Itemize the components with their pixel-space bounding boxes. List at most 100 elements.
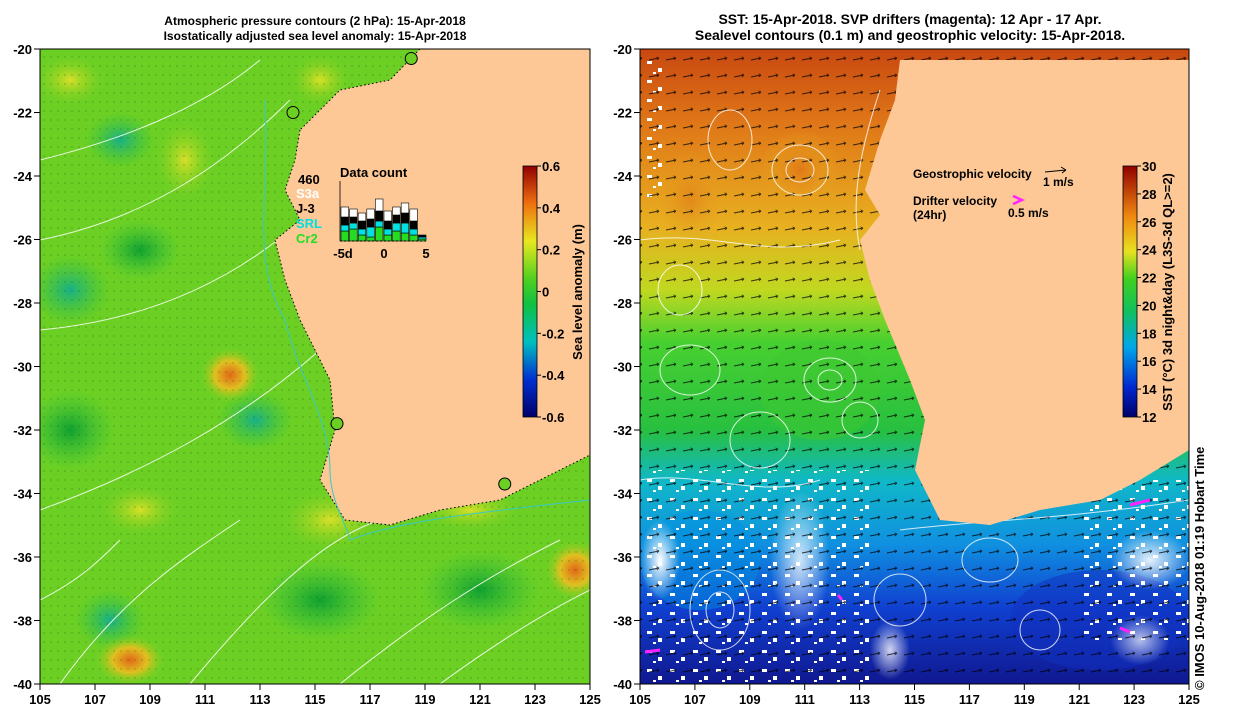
y-tick-label: -32 [13, 423, 32, 438]
x-tick-label: 111 [795, 692, 815, 707]
x-tick-label: 117 [360, 692, 381, 707]
y-tick-label: -34 [13, 487, 33, 502]
colorbar-tick-label: -0.6 [542, 410, 564, 425]
velocity-legend: Geostrophic velocity 1 m/s Drifter veloc… [913, 166, 1074, 222]
x-tick-label: 107 [84, 692, 106, 707]
left-title-line2: Isostatically adjusted sea level anomaly… [163, 29, 467, 43]
sea-level-anomaly-map[interactable] [25, 49, 605, 685]
colorbar-tick-label: 12 [1142, 410, 1156, 425]
y-tick-label: -26 [613, 233, 632, 248]
data-count-bar [383, 210, 392, 222]
y-tick-label: -20 [13, 42, 32, 57]
sla-colorbar-label: Sea level anomaly (m) [570, 224, 585, 360]
data-count-bar [366, 218, 375, 228]
colorbar-tick-label: 30 [1142, 159, 1156, 174]
data-count-bar [383, 220, 392, 230]
mission-label: J-3 [296, 201, 315, 216]
data-count-bar [357, 212, 367, 222]
data-count-bar [400, 232, 410, 242]
australia-land [860, 60, 1189, 525]
drifter-track [836, 594, 844, 601]
tide-gauge-markers [286, 52, 512, 491]
x-tick-label: 119 [1014, 692, 1035, 707]
y-tick-label: -24 [13, 169, 33, 184]
y-tick-label: -38 [13, 614, 32, 629]
drifter-scale-arrow [1012, 194, 1026, 206]
colorbar-tick-label: 0 [542, 285, 549, 300]
geostrophic-legend-label: Geostrophic velocity [913, 167, 1032, 181]
data-count-bar [340, 224, 349, 232]
colorbar-tick-label: 16 [1142, 354, 1156, 369]
x-tick-label: 113 [250, 692, 271, 707]
data-count-bar [375, 210, 384, 222]
colorbar-tick-label: 26 [1142, 215, 1156, 230]
x-tick-label: 123 [1123, 692, 1145, 707]
y-tick-label: -22 [13, 106, 32, 121]
data-count-bar [366, 236, 375, 242]
data-count-bar [340, 206, 349, 218]
x-tick-label: 119 [415, 692, 436, 707]
sst-colorbar: 30 28 26 24 22 20 18 16 14 12 SST (°C) 3d night&d… [1122, 159, 1175, 425]
data-count-title: Data count [340, 165, 408, 180]
pressure-contours [40, 59, 590, 684]
right-title-line2: Sealevel contours (0.1 m) and geostrophi… [694, 27, 1126, 43]
y-tick-label: -28 [13, 296, 32, 311]
y-tick-label: -40 [13, 677, 32, 692]
left-map-title: Atmospheric pressure contours (2 hPa): 1… [40, 14, 590, 44]
colorbar-tick-label: 22 [1142, 271, 1156, 286]
right-title-line1: SST: 15-Apr-2018. SVP drifters (magenta)… [718, 11, 1102, 27]
left-title-line1: Atmospheric pressure contours (2 hPa): 1… [164, 14, 466, 28]
right-map-title: SST: 15-Apr-2018. SVP drifters (magenta)… [600, 11, 1220, 43]
shelf-contour [263, 99, 590, 541]
mission-label: Cr2 [296, 231, 318, 246]
x-tick-label: 123 [524, 692, 546, 707]
x-tick-label: 105 [629, 692, 651, 707]
data-count-bar [392, 214, 401, 224]
data-count-bar [418, 236, 427, 240]
drifter-legend-label2: (24hr) [913, 208, 946, 222]
data-count-bar [392, 230, 401, 242]
y-tick-label: -22 [613, 106, 632, 121]
data-count-bar [409, 234, 418, 242]
y-tick-label: -34 [613, 487, 633, 502]
x-tick-label: 121 [469, 692, 491, 707]
geostrophic-scale-label: 1 m/s [1043, 175, 1074, 189]
tide-gauge-marker [330, 417, 344, 431]
sst-map[interactable] [640, 49, 1190, 684]
x-tick-label: 107 [684, 692, 706, 707]
data-count-bar [357, 234, 367, 242]
data-count-bar [375, 198, 384, 212]
colorbar-tick-label: 0.6 [542, 159, 560, 174]
x-tick-label: 111 [195, 692, 215, 707]
drifter-track [644, 648, 661, 654]
data-count-bar [400, 222, 410, 234]
x-tick-label: 115 [305, 692, 326, 707]
data-count-bar [349, 222, 358, 230]
data-count-bar [383, 228, 392, 236]
x-tick-label: 105 [29, 692, 51, 707]
y-tick-label: -26 [13, 233, 32, 248]
data-count-bar [349, 208, 358, 218]
data-count-bar [340, 230, 349, 242]
data-count-bar [366, 208, 375, 220]
y-tick-label: -24 [613, 169, 633, 184]
tide-gauge-marker [498, 477, 512, 491]
data-count-bar [409, 220, 418, 230]
x-tick-label: 125 [579, 692, 601, 707]
y-tick-label: -32 [613, 423, 632, 438]
data-count-bar [375, 220, 384, 228]
data-count-axis: -5d 0 5 [333, 246, 429, 261]
drifter-track [1119, 626, 1131, 634]
mission-label: S3a [296, 186, 320, 201]
sea-level-contours [640, 89, 1189, 651]
data-count-tick: -5d [333, 246, 353, 261]
colorbar-tick-label: 20 [1142, 298, 1156, 313]
data-count-bar [392, 206, 401, 216]
tide-gauge-marker [404, 52, 418, 66]
drifter-scale-label: 0.5 m/s [1008, 206, 1049, 220]
y-tick-label: -36 [613, 550, 632, 565]
data-count-tick: 5 [422, 246, 429, 261]
